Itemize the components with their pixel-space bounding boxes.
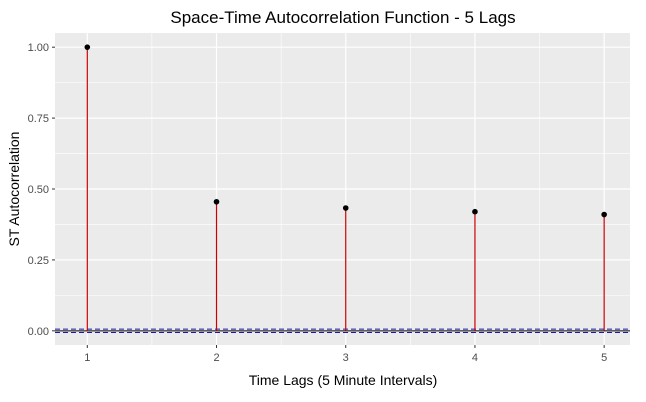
y-tick-label: 0.25 bbox=[28, 255, 49, 267]
x-tick-label: 5 bbox=[601, 352, 607, 364]
x-tick-label: 2 bbox=[213, 352, 219, 364]
y-tick-label: 0.75 bbox=[28, 113, 49, 125]
x-tick-label: 4 bbox=[472, 352, 478, 364]
chart-title: Space-Time Autocorrelation Function - 5 … bbox=[170, 8, 515, 27]
minor-gridlines bbox=[55, 33, 630, 345]
y-axis-label: ST Autocorrelation bbox=[6, 132, 22, 247]
confidence-bounds bbox=[55, 328, 630, 334]
x-axis: 1 2 3 4 5 bbox=[84, 345, 607, 364]
acf-point bbox=[84, 44, 91, 50]
acf-point bbox=[213, 198, 220, 205]
y-tick-label: 0.50 bbox=[28, 184, 49, 196]
y-tick-label: 0.00 bbox=[28, 326, 49, 338]
x-axis-label: Time Lags (5 Minute Intervals) bbox=[249, 372, 438, 388]
acf-points bbox=[84, 44, 607, 218]
acf-point bbox=[472, 208, 478, 215]
x-tick-label: 3 bbox=[343, 352, 349, 364]
acf-stems bbox=[86, 47, 605, 331]
y-axis: 0.00 0.25 0.50 0.75 1.00 bbox=[28, 42, 55, 338]
acf-point bbox=[342, 205, 349, 211]
y-tick-label: 1.00 bbox=[28, 42, 49, 54]
x-tick-label: 1 bbox=[84, 352, 90, 364]
acf-point bbox=[601, 211, 607, 218]
